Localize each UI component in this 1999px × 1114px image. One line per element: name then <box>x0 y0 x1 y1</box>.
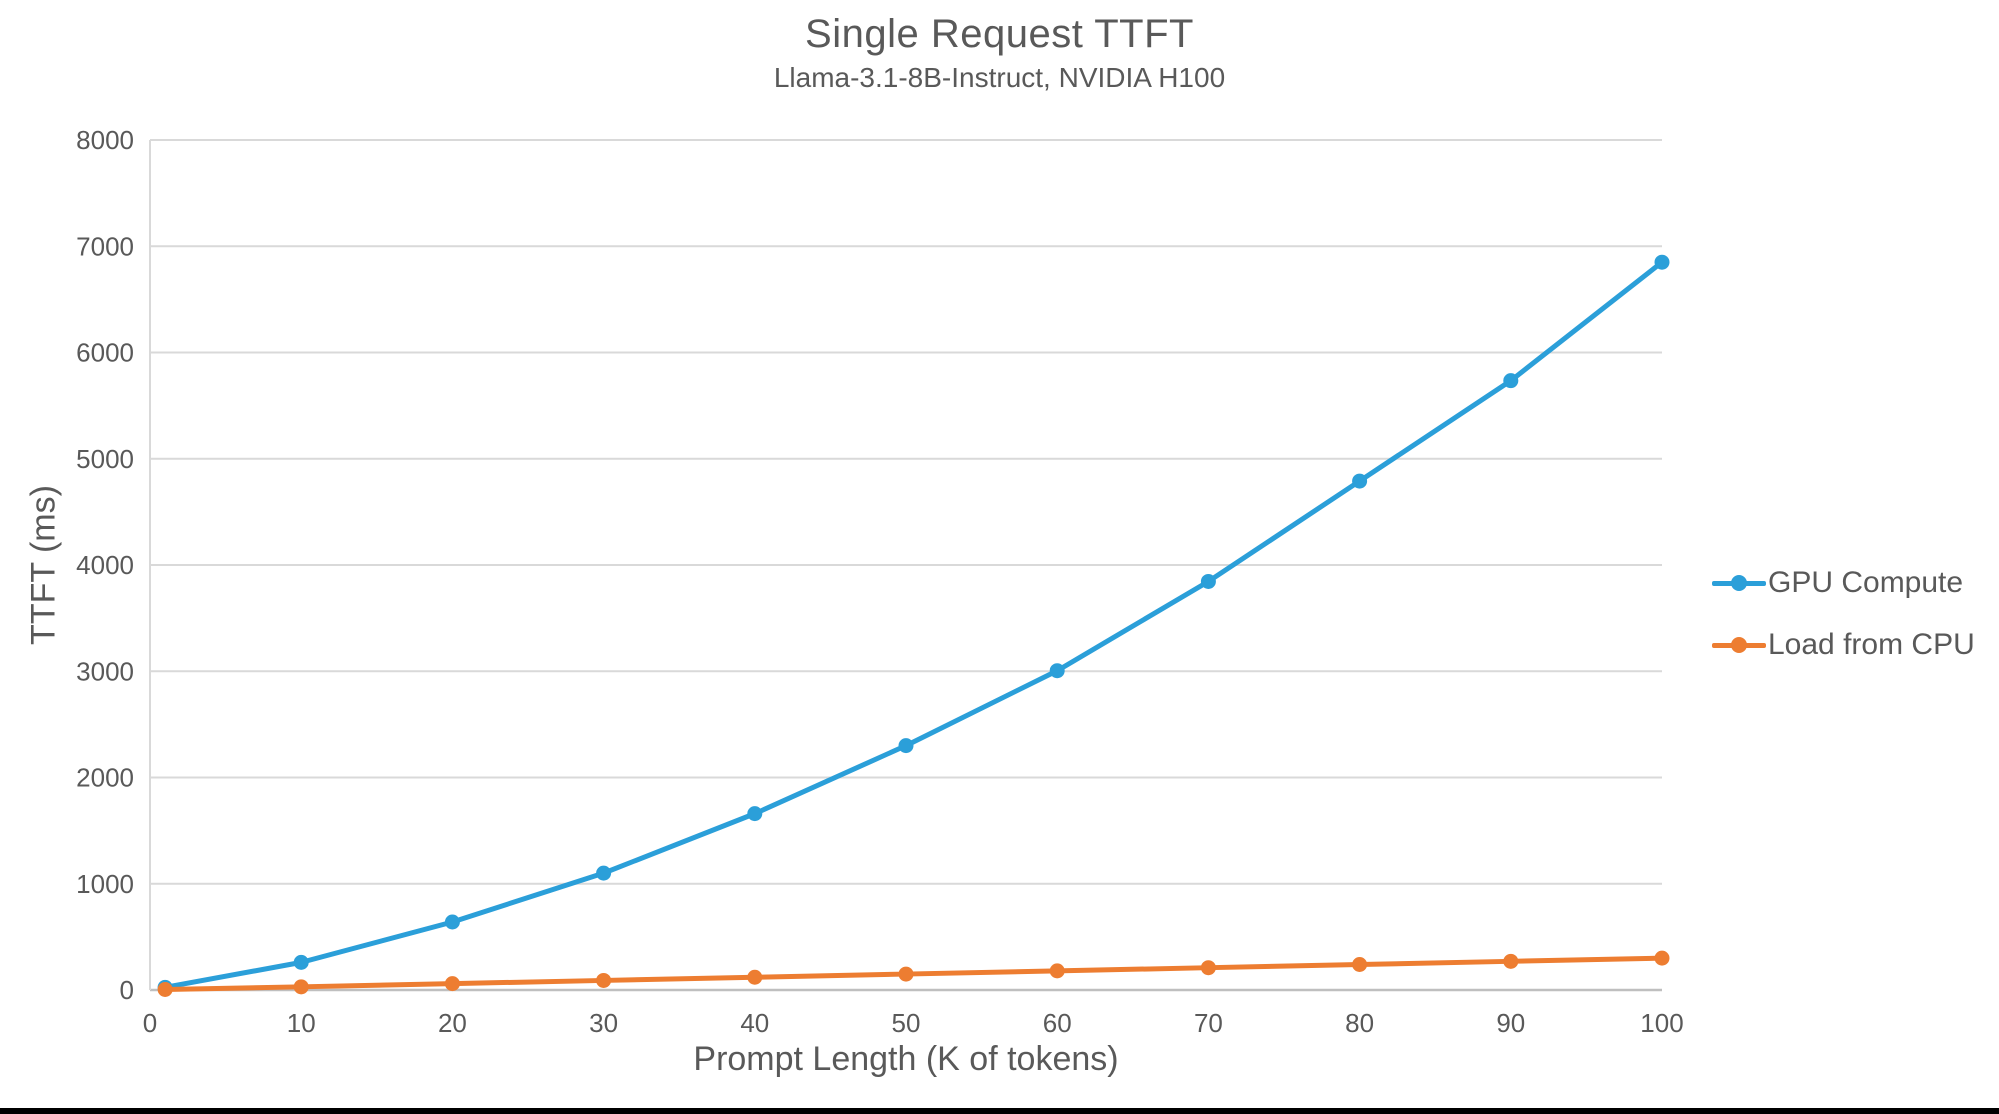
y-tick-label: 7000 <box>76 231 134 261</box>
x-tick-label: 60 <box>1043 1008 1072 1038</box>
y-tick-label: 8000 <box>76 125 134 155</box>
gpu-compute-dot-icon <box>1731 575 1747 591</box>
load-from-cpu-data-point <box>293 979 309 995</box>
x-tick-label: 70 <box>1194 1008 1223 1038</box>
y-tick-label: 6000 <box>76 338 134 368</box>
load-from-cpu-data-point <box>444 976 460 992</box>
load-from-cpu-line-marker-icon <box>1712 637 1766 653</box>
legend-item-gpu-compute: GPU Compute <box>1712 560 1975 606</box>
load-from-cpu-data-point <box>898 966 914 982</box>
x-tick-label: 50 <box>892 1008 921 1038</box>
gpu-compute-data-point <box>293 954 309 970</box>
x-tick-label: 40 <box>740 1008 769 1038</box>
legend-item-load-from-cpu: Load from CPU <box>1712 622 1975 668</box>
chart-title: Single Request TTFT <box>805 12 1194 56</box>
gpu-compute-data-point <box>596 865 612 881</box>
load-from-cpu-line <box>162 955 1665 992</box>
bottom-edge-bar <box>0 1108 1999 1114</box>
x-tick-label: 10 <box>287 1008 316 1038</box>
load-from-cpu-data-point <box>1654 950 1670 966</box>
gpu-compute-data-point <box>444 914 460 930</box>
y-tick-label: 1000 <box>76 869 134 899</box>
y-tick-label: 0 <box>120 975 134 1005</box>
gpu-compute-data-point <box>1049 663 1065 679</box>
x-tick-label: 90 <box>1496 1008 1525 1038</box>
chart-subtitle: Llama-3.1-8B-Instruct, NVIDIA H100 <box>773 62 1226 93</box>
load-from-cpu-data-point <box>1200 960 1216 976</box>
legend-label-load-from-cpu: Load from CPU <box>1768 628 1975 661</box>
y-tick-label: 3000 <box>76 656 134 686</box>
gpu-compute-line-marker-icon <box>1712 575 1766 591</box>
gpu-compute-data-point <box>1503 373 1519 389</box>
gpu-compute-data-point <box>1654 254 1670 270</box>
load-from-cpu-data-point <box>747 969 763 985</box>
legend: GPU Compute Load from CPU <box>1712 560 1975 668</box>
load-from-cpu-data-point <box>596 972 612 988</box>
gpu-compute-data-point <box>747 806 763 822</box>
load-from-cpu-data-point <box>1049 963 1065 979</box>
gpu-compute-data-point <box>1200 573 1216 589</box>
x-tick-label: 0 <box>143 1008 157 1038</box>
gpu-compute-data-point <box>898 738 914 754</box>
load-from-cpu-dot-icon <box>1731 637 1747 653</box>
y-tick-label: 2000 <box>76 763 134 793</box>
load-from-cpu-data-point <box>157 981 173 997</box>
x-tick-label: 30 <box>589 1008 618 1038</box>
y-tick-label: 5000 <box>76 444 134 474</box>
y-tick-label: 4000 <box>76 550 134 580</box>
y-axis-title: TTFT (ms) <box>24 485 63 645</box>
load-from-cpu-data-point <box>1352 957 1368 972</box>
x-tick-label: 20 <box>438 1008 467 1038</box>
gpu-compute-line <box>162 259 1665 990</box>
x-tick-label: 80 <box>1345 1008 1374 1038</box>
gpu-compute-data-point <box>1352 473 1368 489</box>
legend-label-gpu-compute: GPU Compute <box>1768 566 1964 599</box>
x-axis-title: Prompt Length (K of tokens) <box>693 1040 1119 1078</box>
x-tick-label: 100 <box>1640 1008 1683 1038</box>
load-from-cpu-data-point <box>1503 953 1519 969</box>
